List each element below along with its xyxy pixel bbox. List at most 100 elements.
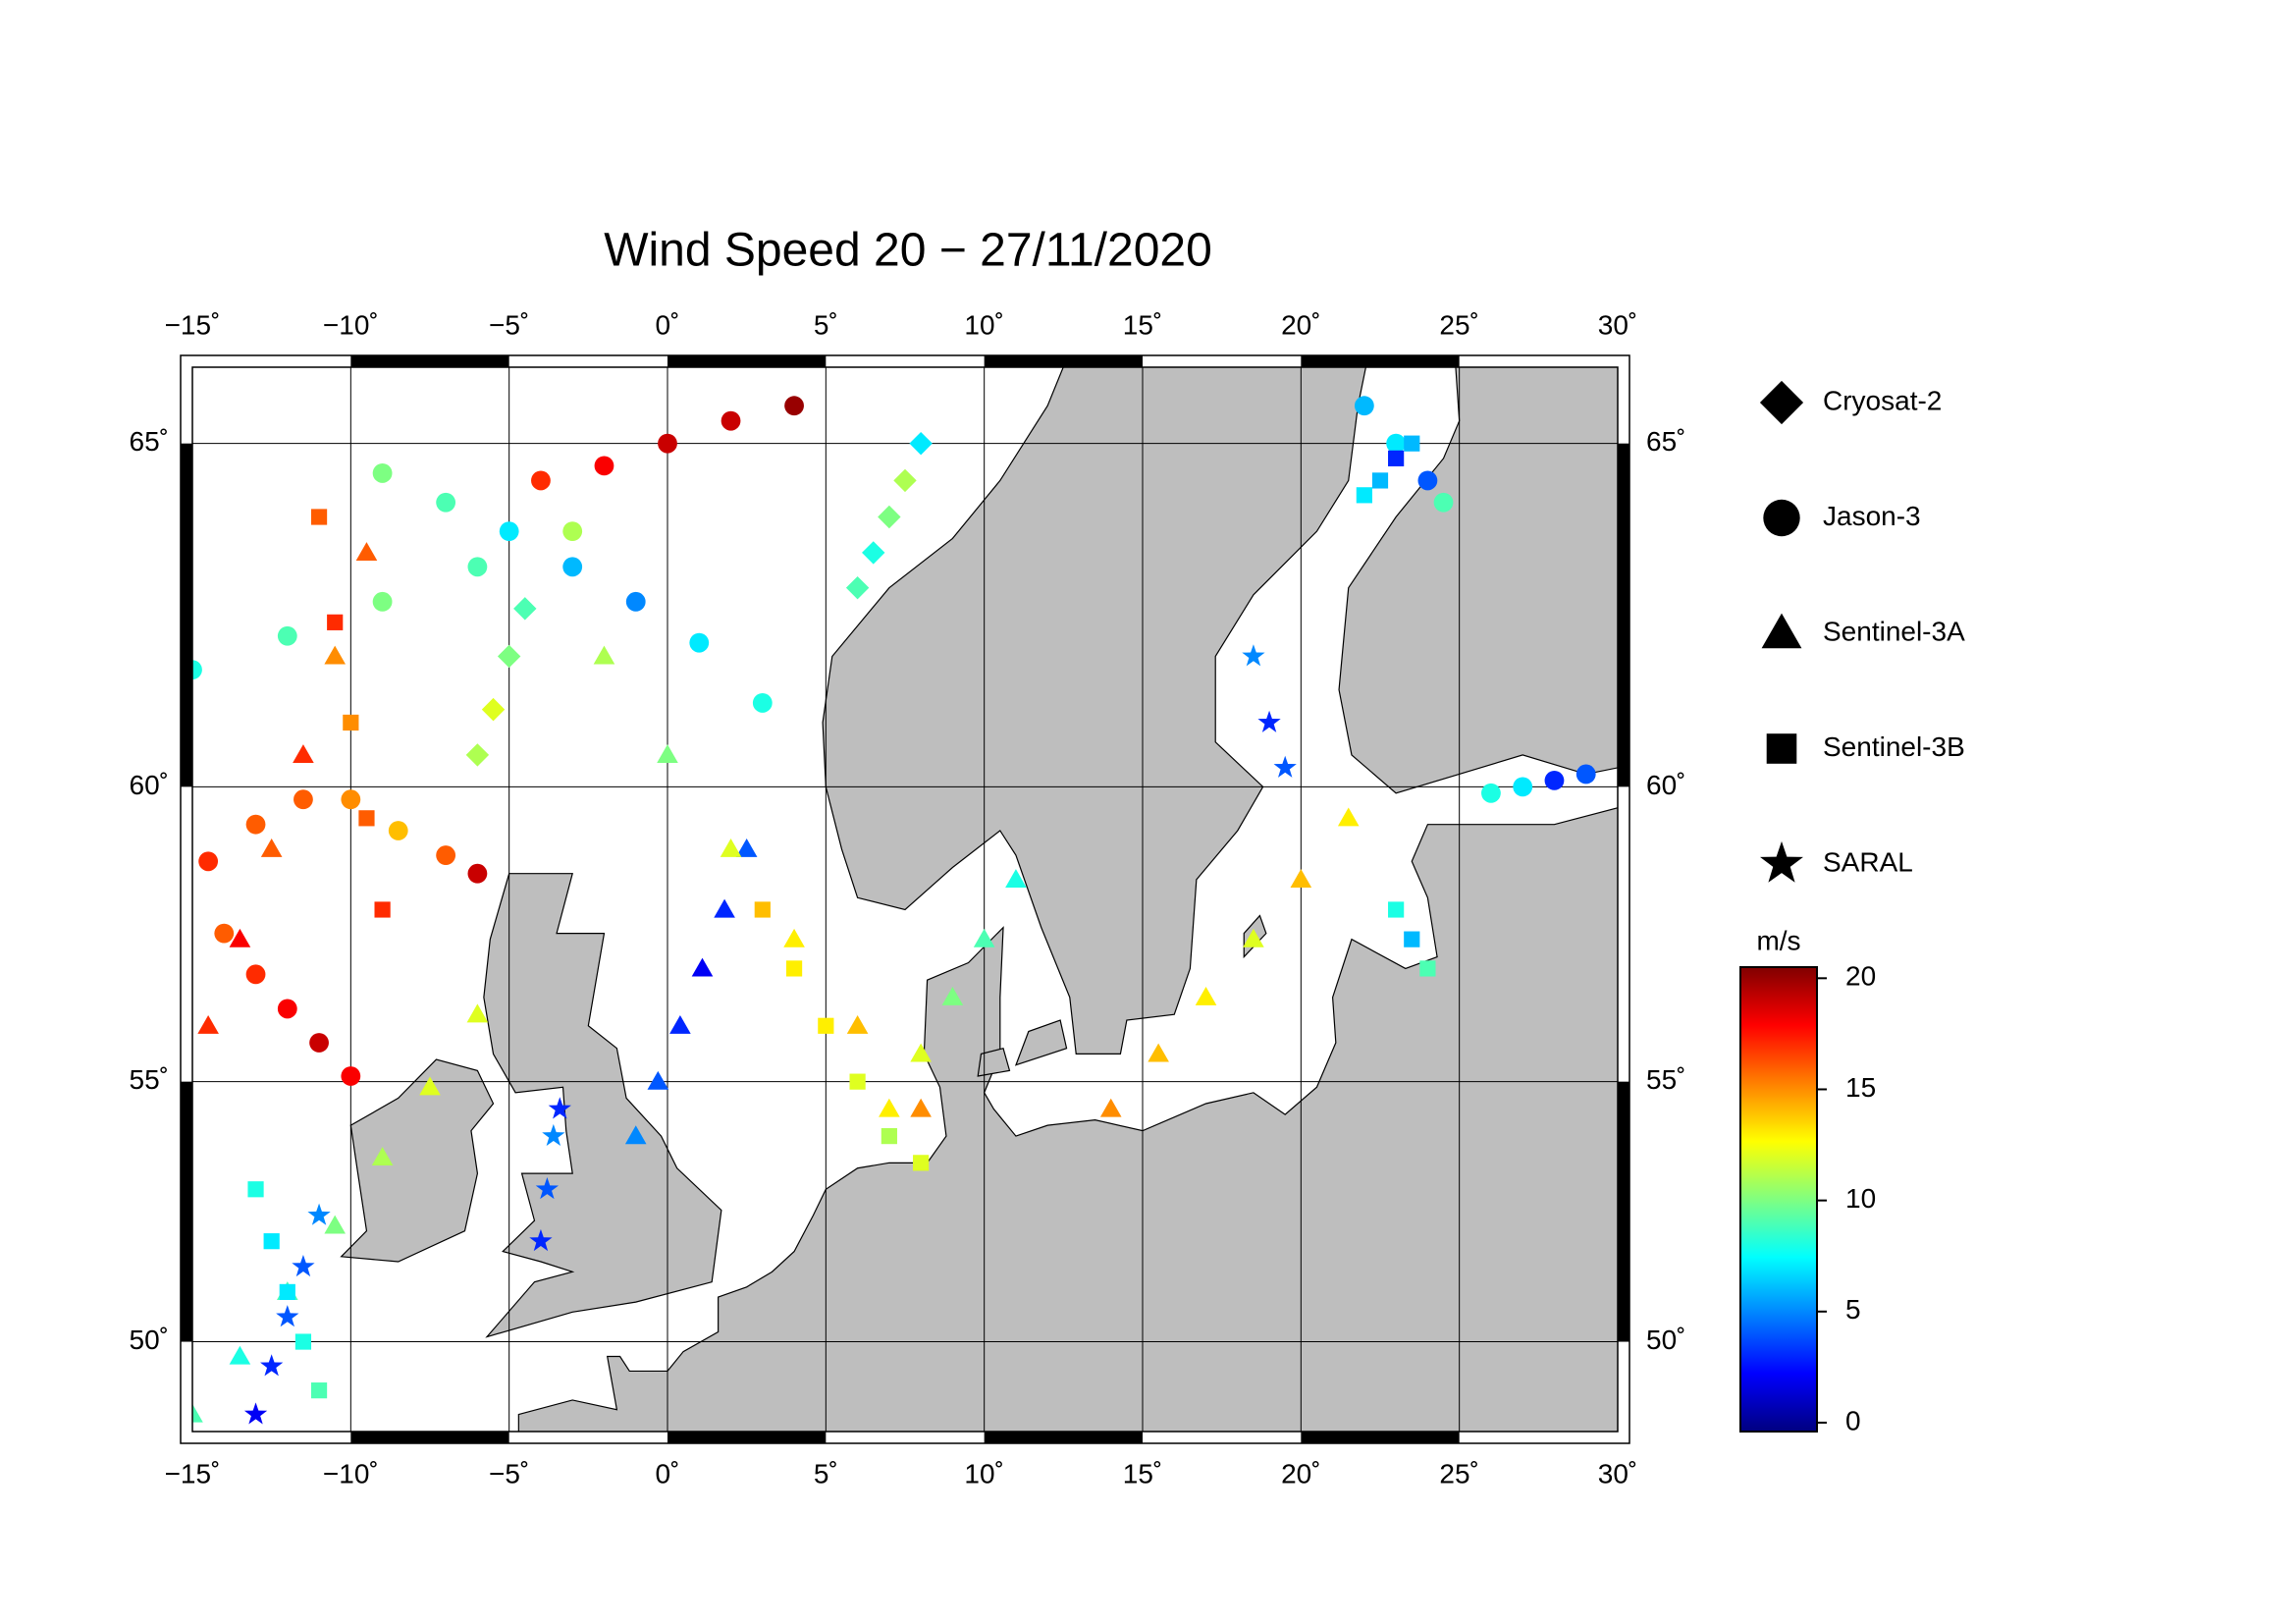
marker-triangle [293, 744, 314, 764]
colorbar-tick-label: 10 [1845, 1183, 1876, 1214]
marker-square [1404, 435, 1420, 452]
marker-circle [594, 456, 614, 476]
marker-square [849, 1073, 866, 1090]
marker-circle [1544, 771, 1565, 790]
x-tick-label: 25˚ [1439, 309, 1478, 340]
marker-circle [467, 863, 488, 884]
legend-label: Cryosat-2 [1823, 385, 1942, 415]
marker-triangle [419, 1076, 441, 1096]
frame-outer [180, 354, 1630, 1444]
marker-circle [1417, 470, 1438, 491]
marker-square [1371, 472, 1389, 489]
marker-star [243, 1402, 268, 1425]
legend-marker [1759, 380, 1804, 425]
land-shape [483, 873, 722, 1338]
marker-square [818, 1017, 834, 1034]
marker-triangle [1195, 986, 1217, 1005]
marker-square [343, 714, 359, 731]
land-shape [1338, 367, 1618, 794]
marker-star [1257, 710, 1281, 732]
y-tick-label: 50˚ [130, 1325, 169, 1355]
marker-diamond [862, 541, 885, 565]
marker-square [913, 1155, 930, 1171]
marker-triangle [783, 928, 805, 947]
marker-triangle [657, 744, 678, 764]
x-tick-label: 30˚ [1598, 1458, 1637, 1488]
marker-triangle [371, 1147, 394, 1166]
marker-square [754, 901, 771, 918]
marker-triangle [846, 1014, 869, 1034]
marker-triangle [192, 1403, 203, 1423]
marker-triangle [735, 839, 758, 857]
x-tick-label: −5˚ [489, 1458, 529, 1488]
marker-star [535, 1177, 560, 1200]
marker-circle [752, 693, 773, 713]
marker-square [881, 1128, 897, 1145]
marker-square [785, 960, 803, 977]
x-tick-label: 10˚ [964, 309, 1003, 340]
marker-square [1356, 487, 1372, 504]
marker-triangle [229, 928, 251, 947]
marker-circle [721, 410, 741, 431]
marker-square [1388, 901, 1405, 918]
frame-band [181, 1081, 192, 1342]
marker-triangle [691, 957, 714, 977]
x-tick-label: 20˚ [1281, 1458, 1320, 1488]
colorbar-tick-label: 5 [1845, 1294, 1861, 1325]
marker-triangle [229, 1345, 251, 1365]
x-tick-label: −10˚ [323, 1458, 379, 1488]
marker-circle [562, 521, 583, 542]
marker-square [279, 1283, 295, 1301]
land-shape [822, 367, 1367, 1055]
marker-triangle [669, 1014, 691, 1034]
marker-circle [1575, 764, 1596, 784]
frame-band [350, 355, 509, 367]
marker-triangle [1243, 928, 1264, 947]
colorbar-fill [1739, 966, 1818, 1433]
marker-triangle [1290, 869, 1312, 888]
marker-diamond [909, 431, 933, 456]
frame-band [667, 355, 827, 367]
x-tick-label: 25˚ [1439, 1458, 1478, 1488]
x-tick-label: 10˚ [964, 1458, 1003, 1488]
legend-marker [1763, 499, 1800, 537]
frame-band [984, 355, 1143, 367]
marker-square [374, 901, 391, 918]
land [340, 367, 1618, 1432]
marker-circle [1513, 777, 1533, 797]
legend-label: Sentinel-3A [1823, 616, 1965, 646]
marker-circle [689, 632, 710, 653]
marker-circle [436, 492, 456, 513]
marker-triangle [714, 898, 735, 918]
marker-circle [309, 1033, 329, 1053]
marker-square [263, 1233, 280, 1250]
marker-circle [294, 789, 313, 810]
marker-triangle [260, 839, 283, 857]
x-tick-label: 15˚ [1123, 309, 1162, 340]
marker-circle [784, 396, 804, 416]
legend-label: Sentinel-3B [1823, 731, 1965, 762]
marker-circle [277, 999, 297, 1019]
land-shape [977, 1047, 1011, 1077]
x-tick-label: 0˚ [656, 309, 680, 340]
marker-square [327, 614, 344, 630]
marker-triangle [324, 1215, 346, 1234]
marker-square [1388, 450, 1405, 466]
y-tick-label: 65˚ [130, 426, 169, 457]
marker-square [358, 810, 375, 827]
colorbar-label: m/s [1756, 925, 1800, 955]
colorbar-tick-label: 15 [1845, 1072, 1876, 1103]
y-tick-label: 50˚ [1646, 1325, 1685, 1355]
marker-circle [192, 660, 202, 680]
marker-circle [467, 557, 488, 577]
marker-circle [341, 789, 361, 810]
marker-circle [658, 433, 677, 454]
y-tick-label: 60˚ [1646, 770, 1685, 800]
marker-triangle [466, 1003, 489, 1023]
frame-band [1618, 1081, 1629, 1342]
marker-triangle [355, 542, 378, 562]
legend-marker [1761, 613, 1802, 649]
x-tick-label: −15˚ [165, 1458, 221, 1488]
x-tick-label: −10˚ [323, 309, 379, 340]
